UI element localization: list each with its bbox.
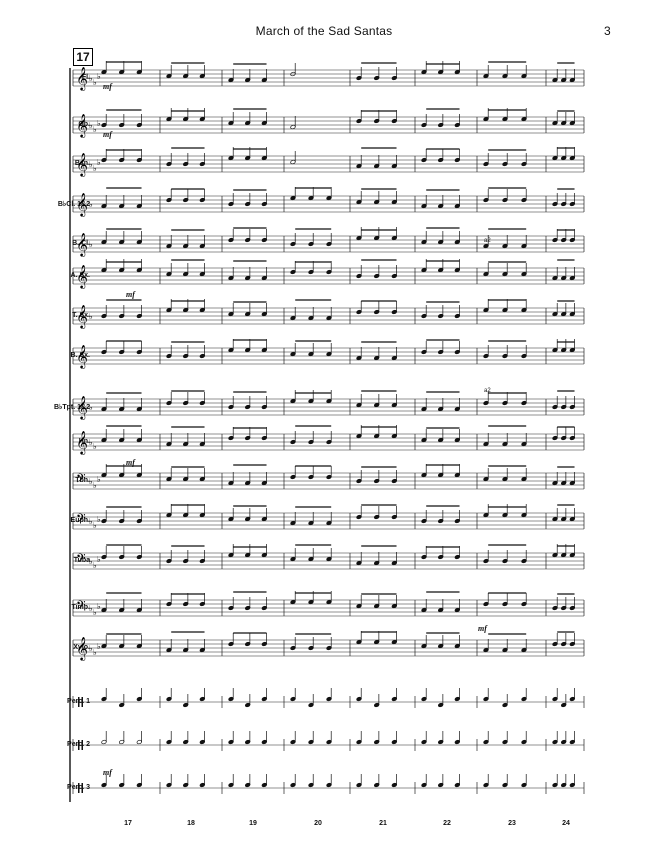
flat-sign: ♭ [97, 555, 101, 564]
flat-sign: ♭ [89, 200, 93, 209]
flat-sign: ♭ [93, 164, 97, 173]
instrument-label: Tbn. [75, 477, 90, 484]
measure-number: 20 [314, 820, 322, 827]
treble-clef: 𝄞 [76, 344, 88, 369]
dynamic-timp: mf [478, 624, 487, 633]
flat-sign: ♭ [89, 517, 93, 526]
flat-sign: ♭ [93, 608, 97, 617]
percussion-clef [78, 740, 80, 750]
flat-sign: ♭ [89, 74, 93, 83]
measure-number: 17 [124, 820, 132, 827]
percussion-clef [78, 697, 80, 707]
flat-sign: ♭ [89, 644, 93, 653]
measure-number: 21 [379, 820, 387, 827]
treble-clef: 𝄞 [76, 264, 88, 289]
treble-clef: 𝄞 [76, 66, 88, 91]
dynamic-asx: mf [126, 290, 135, 299]
flat-sign: ♭ [97, 642, 101, 651]
treble-clef: 𝄞 [76, 430, 88, 455]
a2-marking-clarinet: a2 [484, 238, 491, 244]
treble-clef: 𝄞 [76, 636, 88, 661]
flat-sign: ♭ [97, 515, 101, 524]
flat-sign: ♭ [97, 72, 101, 81]
measure-number: 23 [508, 820, 516, 827]
flat-sign: ♭ [89, 477, 93, 486]
dynamic-ob: mf [103, 130, 112, 139]
flat-sign: ♭ [89, 438, 93, 447]
flat-sign: ♭ [93, 78, 97, 87]
percussion-clef [78, 783, 80, 793]
instrument-label: Bsn. [74, 160, 90, 167]
flat-sign: ♭ [93, 442, 97, 451]
bass-clef: 𝄢 [76, 551, 86, 569]
instrument-label: B. Sx. [70, 352, 90, 359]
measure-number: 19 [249, 820, 257, 827]
dynamic-perc2: mf [103, 768, 112, 777]
bass-clef: 𝄢 [76, 598, 86, 616]
flat-sign: ♭ [89, 121, 93, 130]
flat-sign: ♭ [89, 240, 93, 249]
percussion-clef [81, 740, 83, 750]
instrument-label: Hn. [78, 438, 90, 445]
flat-sign: ♭ [97, 119, 101, 128]
flat-sign: ♭ [93, 521, 97, 530]
instrument-label: Ob. [78, 121, 90, 128]
score-title: March of the Sad Santas [255, 24, 393, 38]
flat-sign: ♭ [89, 312, 93, 321]
measure-number: 18 [187, 820, 195, 827]
flat-sign: ♭ [89, 604, 93, 613]
treble-clef: 𝄞 [76, 192, 88, 217]
percussion-clef [81, 783, 83, 793]
flat-sign: ♭ [93, 648, 97, 657]
measure-number: 22 [443, 820, 451, 827]
instrument-label: B. Cl. [72, 240, 90, 247]
instrument-label: Tuba [73, 557, 90, 564]
flat-sign: ♭ [89, 403, 93, 412]
treble-clef: 𝄞 [76, 232, 88, 257]
dynamic-hn: mf [126, 458, 135, 467]
instrument-label: Xylo. [73, 644, 90, 651]
percussion-clef [81, 697, 83, 707]
instrument-label: Timp. [71, 604, 90, 611]
a2-marking-trumpet: a2 [484, 388, 491, 394]
flat-sign: ♭ [93, 481, 97, 490]
instrument-label: B♭Cl. 1&2 [57, 201, 90, 208]
flat-sign: ♭ [97, 158, 101, 167]
instrument-label: Fl. [81, 74, 90, 81]
bass-clef: 𝄢 [76, 511, 86, 529]
flat-sign: ♭ [89, 160, 93, 169]
flat-sign: ♭ [97, 602, 101, 611]
flat-sign: ♭ [97, 475, 101, 484]
dynamic-fl: mf [103, 82, 112, 91]
treble-clef: 𝄞 [76, 152, 88, 177]
instrument-label: A. Sx. [70, 272, 90, 279]
instrument-label: T. Sx. [72, 312, 90, 319]
flat-sign: ♭ [93, 125, 97, 134]
flat-sign: ♭ [89, 557, 93, 566]
treble-clef: 𝄞 [76, 304, 88, 329]
treble-clef: 𝄞 [76, 113, 88, 138]
bass-clef: 𝄢 [76, 471, 86, 489]
treble-clef: 𝄞 [76, 395, 88, 420]
instrument-label: B♭Tpt. 1&2 [54, 404, 90, 411]
instrument-label: Euph. [70, 517, 90, 524]
rehearsal-mark: 17 [73, 48, 93, 66]
measure-number: 24 [562, 820, 570, 827]
page-number: 3 [604, 24, 611, 38]
flat-sign: ♭ [93, 561, 97, 570]
